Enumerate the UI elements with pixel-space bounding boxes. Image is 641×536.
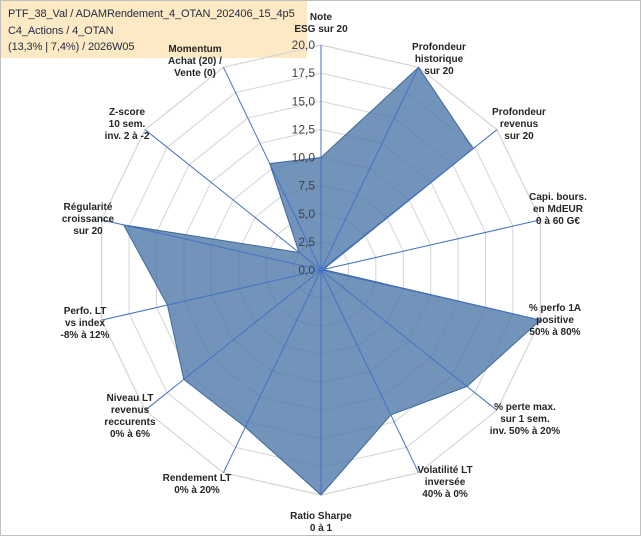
axis-label-7-line-0: Ratio Sharpe bbox=[290, 511, 352, 522]
axis-label-3-line-2: 0 à 60 G€ bbox=[536, 216, 580, 227]
spoke-2 bbox=[320, 129, 498, 271]
tick-label-3: 7,5 bbox=[298, 179, 315, 193]
axis-label-9-line-3: 0% à 6% bbox=[110, 429, 150, 440]
axis-label-12-line-2: inv. 2 à -2 bbox=[105, 131, 150, 142]
axis-label-13-line-1: Achat (20) / bbox=[168, 56, 222, 67]
title-line-portfolio: PTF_38_Val / ADAMRendement_4_OTAN_202406… bbox=[8, 8, 295, 20]
spoke-5 bbox=[320, 269, 498, 411]
axis-label-8-line-0: Rendement LT bbox=[163, 473, 232, 484]
axis-label-6-line-2: 40% à 0% bbox=[422, 489, 468, 500]
axis-label-11-line-2: sur 20 bbox=[73, 226, 103, 237]
axis-label-0-line-1: ESG sur 20 bbox=[294, 24, 348, 35]
spoke-11 bbox=[101, 219, 322, 271]
axis-label-7-line-1: 0 à 1 bbox=[310, 523, 333, 534]
title-box: PTF_38_Val / ADAMRendement_4_OTAN_202406… bbox=[1, 1, 307, 58]
axis-label-2-line-2: sur 20 bbox=[504, 131, 534, 142]
axis-label-1-line-0: Profondeur bbox=[412, 42, 466, 53]
tick-label-8: 20,0 bbox=[292, 38, 316, 52]
tick-label-7: 17,5 bbox=[292, 66, 316, 80]
axis-label-9-line-0: Niveau LT bbox=[106, 393, 153, 404]
tick-label-1: 2,5 bbox=[298, 235, 315, 249]
tick-label-5: 12,5 bbox=[292, 122, 316, 136]
axis-label-13-line-0: Momentum bbox=[168, 44, 221, 55]
axis-label-9-line-1: revenus bbox=[111, 405, 150, 416]
axis-label-4-line-1: positive bbox=[536, 315, 574, 326]
axis-label-6-line-0: Volatilité LT bbox=[417, 465, 472, 476]
axis-label-1-line-2: sur 20 bbox=[424, 66, 454, 77]
axis-label-12-line-0: Z-score bbox=[109, 107, 146, 118]
axis-label-9-line-2: reccurents bbox=[104, 417, 156, 428]
axis-label-5-line-0: % perte max. bbox=[494, 402, 556, 413]
spoke-3 bbox=[320, 219, 541, 271]
axis-label-6-line-1: inversée bbox=[425, 477, 466, 488]
tick-label-6: 15,0 bbox=[292, 94, 316, 108]
axis-label-11-line-1: croissance bbox=[62, 214, 115, 225]
axis-label-10-line-1: vs index bbox=[65, 318, 105, 329]
axis-label-13-line-2: Vente (0) bbox=[174, 68, 216, 79]
title-line-category: C4_Actions / 4_OTAN bbox=[8, 25, 114, 37]
radar-tick-labels: 0,0 2,5 5,0 7,5 10,0 12,5 15,0 17,5 20,0 bbox=[292, 38, 316, 277]
spoke-4 bbox=[320, 269, 541, 321]
axis-label-5-line-2: inv. 50% à 20% bbox=[490, 426, 561, 437]
spoke-1 bbox=[320, 67, 420, 271]
spoke-9 bbox=[144, 269, 322, 411]
axis-label-5-line-1: sur 1 sem. bbox=[500, 414, 550, 425]
axis-label-4-line-0: % perfo 1A bbox=[529, 303, 581, 314]
spoke-8 bbox=[222, 269, 322, 473]
tick-label-0: 0,0 bbox=[298, 263, 315, 277]
title-line-stats: (13,3% | 7,4%) / 2026W05 bbox=[8, 41, 135, 53]
axis-label-10-line-2: -8% à 12% bbox=[61, 330, 110, 341]
axis-label-10-line-0: Perfo. LT bbox=[64, 306, 107, 317]
axis-label-2-line-1: revenus bbox=[500, 119, 539, 130]
axis-label-8-line-1: 0% à 20% bbox=[174, 485, 220, 496]
spoke-6 bbox=[320, 269, 420, 473]
axis-label-12-line-1: 10 sem. bbox=[109, 119, 146, 130]
axis-label-11-line-0: Régularité bbox=[64, 202, 113, 213]
tick-label-2: 5,0 bbox=[298, 207, 315, 221]
tick-label-4: 10,0 bbox=[292, 151, 316, 165]
spoke-13 bbox=[222, 67, 322, 271]
axis-label-3-line-0: Capi. bours. bbox=[529, 192, 587, 203]
radar-series bbox=[122, 66, 542, 496]
spoke-12 bbox=[144, 129, 322, 271]
radar-spokes bbox=[101, 45, 541, 495]
axis-label-0-line-0: Note bbox=[310, 12, 333, 23]
spoke-10 bbox=[101, 269, 322, 321]
axis-label-2-line-0: Profondeur bbox=[492, 107, 546, 118]
axis-label-1-line-1: historique bbox=[415, 54, 464, 65]
axis-label-4-line-2: 50% à 80% bbox=[529, 327, 580, 338]
axis-label-3-line-1: en MdEUR bbox=[533, 204, 584, 215]
